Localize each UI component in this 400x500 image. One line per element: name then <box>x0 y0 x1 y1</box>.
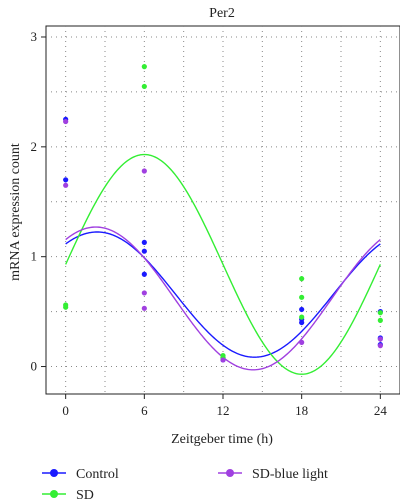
data-point-2 <box>63 118 69 125</box>
data-point-2 <box>220 357 226 363</box>
legend-label: SD <box>76 488 94 500</box>
legend-label: Control <box>76 467 119 482</box>
x-axis-label: Zeitgeber time (h) <box>171 432 273 447</box>
data-point-2 <box>299 339 305 345</box>
grid <box>46 26 400 394</box>
data-point-2 <box>141 305 147 311</box>
data-point-2 <box>377 336 383 342</box>
data-point-0 <box>299 319 305 326</box>
y-tick-label: 2 <box>31 139 38 154</box>
data-point-2 <box>377 343 383 349</box>
data-point-1 <box>299 276 305 282</box>
data-point-0 <box>141 248 147 254</box>
data-point-1 <box>299 314 305 320</box>
legend-swatch-dot <box>50 469 58 477</box>
y-tick-label: 3 <box>31 29 38 44</box>
data-point-0 <box>141 239 147 246</box>
data-point-1 <box>141 83 147 90</box>
legend-label: SD-blue light <box>252 467 328 482</box>
legend-swatch-dot <box>50 490 58 498</box>
fit-curve-1 <box>65 153 381 375</box>
data-point-0 <box>141 271 147 277</box>
x-tick-label: 24 <box>374 403 388 418</box>
data-point-0 <box>299 306 305 313</box>
data-point-1 <box>141 64 147 70</box>
x-tick-label: 18 <box>295 403 308 418</box>
fit-curve-0 <box>65 231 381 358</box>
legend: Control SD SD-blue light <box>42 467 328 500</box>
y-tick-label: 1 <box>31 249 38 264</box>
legend-swatch-dot <box>226 469 234 477</box>
data-point-1 <box>299 294 305 300</box>
x-tick-label: 6 <box>141 403 148 418</box>
x-tick-label: 12 <box>217 403 230 418</box>
data-point-2 <box>63 182 69 188</box>
data-point-0 <box>63 177 69 183</box>
chart-title: Per2 <box>209 6 235 21</box>
fit-curve-2 <box>65 226 381 371</box>
y-tick-label: 0 <box>31 359 38 374</box>
data-points <box>63 64 383 363</box>
y-axis-label: mRNA expression count <box>8 143 23 281</box>
x-tick-label: 0 <box>62 403 69 418</box>
data-point-2 <box>141 290 147 296</box>
data-point-1 <box>377 310 383 316</box>
data-point-1 <box>63 304 69 310</box>
data-point-1 <box>377 317 383 323</box>
data-point-2 <box>141 168 147 174</box>
